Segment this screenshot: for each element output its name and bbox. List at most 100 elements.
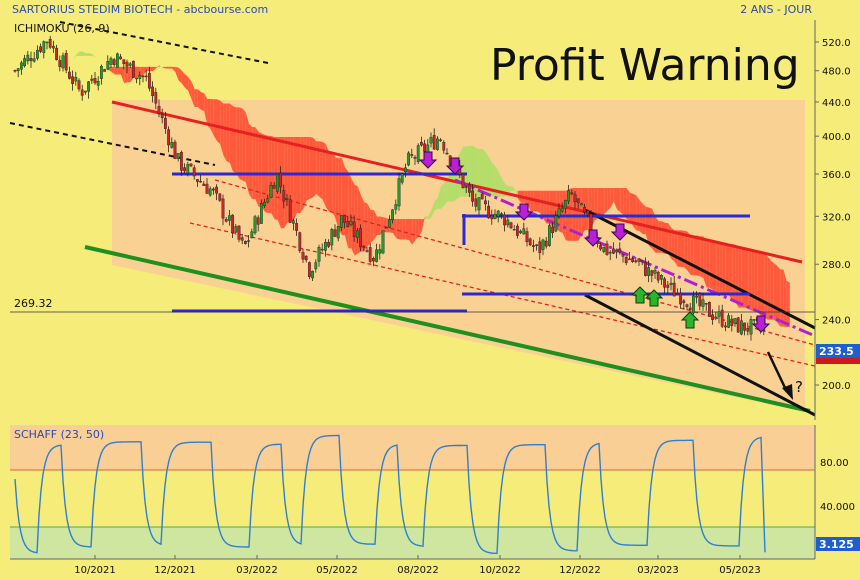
candle — [269, 181, 273, 199]
cloud-segment — [738, 248, 742, 308]
cloud-segment — [223, 103, 227, 162]
candle — [420, 136, 423, 147]
candle — [320, 243, 324, 252]
cloud-segment — [140, 66, 144, 77]
candle — [487, 200, 490, 219]
cloud-segment — [706, 241, 710, 288]
cloud-segment — [393, 219, 397, 239]
cloud-segment — [735, 244, 739, 308]
candle — [74, 71, 78, 86]
cloud-segment — [143, 66, 147, 75]
cloud-segment — [185, 74, 189, 91]
candle — [394, 199, 398, 215]
cloud-segment — [652, 208, 656, 253]
cloud-segment — [319, 141, 323, 200]
cloud-segment — [399, 219, 403, 240]
candle — [282, 184, 286, 209]
candle — [301, 248, 305, 264]
candle — [436, 136, 439, 151]
cloud-segment — [770, 260, 774, 320]
candle — [311, 270, 314, 281]
cloud-segment — [258, 131, 262, 207]
candle — [519, 229, 523, 234]
cloud-segment — [674, 230, 678, 267]
candle — [80, 84, 84, 101]
cloud-segment — [85, 53, 89, 56]
last-price-badge — [816, 344, 860, 358]
candle — [276, 173, 279, 194]
candle — [330, 227, 334, 251]
cloud-segment — [137, 66, 141, 78]
sell-signal-arrow — [751, 315, 771, 333]
cloud-segment — [473, 145, 477, 197]
candle — [135, 77, 138, 84]
candle — [144, 69, 148, 82]
candle — [336, 226, 340, 242]
candle — [356, 227, 359, 244]
candle — [48, 35, 52, 50]
candle — [36, 45, 39, 61]
cloud-segment — [89, 53, 93, 56]
candle — [506, 214, 510, 228]
candle — [362, 245, 366, 251]
candle — [39, 43, 43, 54]
candle — [359, 224, 362, 252]
schaff-overbought-band — [10, 425, 815, 470]
candle — [618, 242, 622, 255]
candle — [544, 236, 548, 249]
cloud-segment — [687, 231, 691, 275]
candle — [573, 191, 577, 209]
cloud-segment — [709, 241, 713, 290]
candle — [160, 108, 164, 124]
candle — [525, 227, 529, 247]
cloud-segment — [508, 186, 512, 194]
cloud-segment — [780, 269, 784, 327]
candle — [397, 172, 401, 211]
cloud-segment — [162, 66, 166, 69]
candle — [205, 178, 209, 194]
cloud-segment — [73, 54, 77, 59]
candle — [324, 238, 327, 257]
sell-signal-arrow — [583, 229, 603, 247]
candle — [106, 55, 110, 71]
candle — [621, 253, 625, 263]
candle — [724, 321, 727, 332]
cloud-segment — [345, 167, 349, 249]
candle — [644, 257, 647, 277]
cloud-segment — [309, 136, 313, 199]
cloud-segment — [191, 81, 195, 107]
candle — [509, 221, 513, 230]
candle — [740, 314, 743, 336]
candle — [576, 198, 580, 209]
cloud-segment — [405, 219, 409, 240]
green-support-line — [84, 245, 811, 413]
time-tick-label: 10/2021 — [74, 565, 116, 576]
candle — [343, 214, 346, 229]
candle — [32, 51, 36, 63]
cloud-segment — [655, 216, 659, 253]
cloud-segment — [773, 263, 777, 323]
candle — [372, 256, 375, 267]
candle — [608, 250, 612, 261]
cloud-segment — [271, 135, 275, 220]
cloud-segment — [549, 190, 553, 228]
candle — [400, 172, 404, 185]
question-mark: ? — [795, 378, 803, 396]
signal-arrows — [418, 151, 771, 333]
candle — [688, 302, 692, 310]
candle — [586, 209, 590, 218]
candle — [263, 198, 266, 208]
candle — [493, 209, 497, 220]
candle — [186, 161, 190, 177]
cloud-segment — [306, 136, 310, 201]
cloud-segment — [370, 209, 374, 243]
candle — [179, 150, 183, 176]
cloud-segment — [441, 183, 445, 209]
schaff-last-badge — [816, 537, 860, 551]
cloud-segment — [620, 188, 624, 215]
candle — [612, 242, 615, 255]
buy-signal-arrow — [680, 311, 700, 329]
candle — [189, 163, 193, 168]
price-tick-label: 360.0 — [822, 170, 851, 181]
candle — [384, 226, 388, 229]
